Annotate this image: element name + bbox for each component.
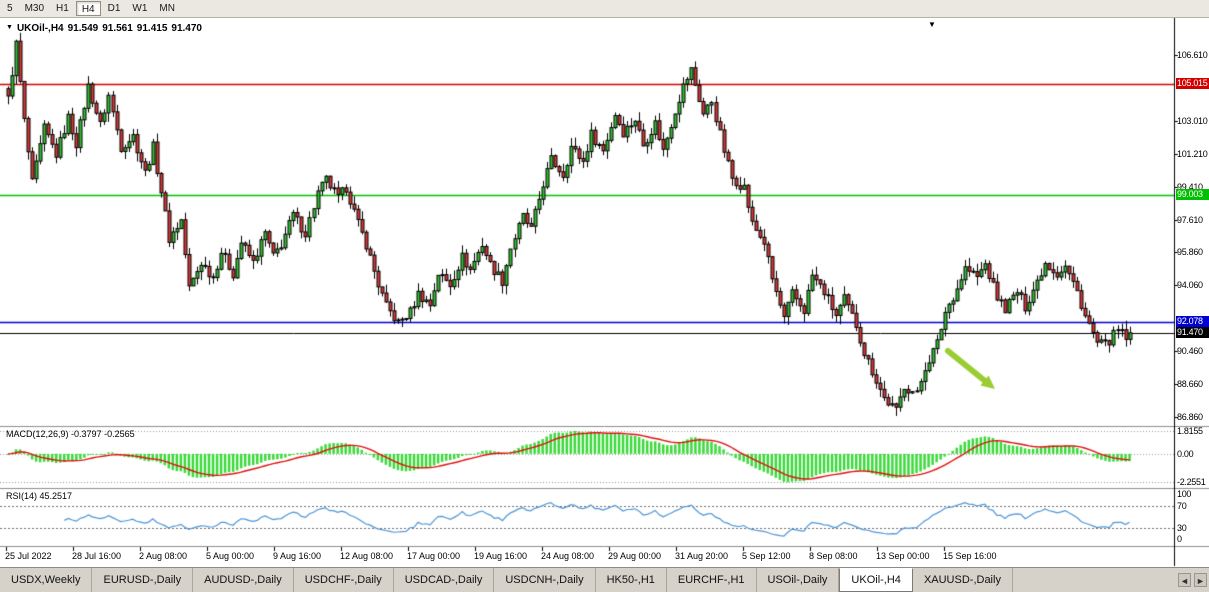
price-line-badge: 91.470 [1176,326,1209,338]
price-axis-label: 95.860 [1177,247,1203,258]
rsi-axis-label: 70 [1177,501,1187,512]
rsi-indicator-label: RSI(14) 45.2517 [6,491,72,501]
macd-indicator-label: MACD(12,26,9) -0.3797 -0.2565 [6,429,135,439]
ohlc-high: 91.561 [102,23,133,34]
time-axis-label: 24 Aug 08:00 [541,551,595,561]
tab-scroll-controls: ◄ ► [1178,573,1207,587]
timeframe-button-d1[interactable]: D1 [107,3,121,14]
symbol-dropdown-icon[interactable]: ▼ [6,24,13,31]
ohlc-open: 91.549 [67,23,99,34]
tab-usdcad-daily[interactable]: USDCAD-,Daily [394,568,495,592]
price-line-badge: 99.003 [1176,188,1209,200]
timeframe-button-w1[interactable]: W1 [132,3,148,14]
chart-canvas[interactable] [0,18,1209,567]
price-axis[interactable]: 106.610 103.010 101.210 99.410 97.610 95.860 9… [1176,0,1209,592]
timeframe-button-h1[interactable]: H1 [56,3,69,14]
time-axis-label: 28 Jul 16:00 [72,551,122,561]
macd-name: MACD(12,26,9) [6,429,69,439]
timeframe-button-h4[interactable]: H4 [75,1,101,16]
tab-usdcnh-daily[interactable]: USDCNH-,Daily [494,568,596,592]
chart-symbol-label: UKOil-,H4 [16,23,64,34]
tab-usoil-daily[interactable]: USOil-,Daily [757,568,840,592]
ohlc-close: 91.470 [171,23,202,34]
time-axis-label: 9 Aug 16:00 [273,551,322,561]
time-axis-label: 13 Sep 00:00 [876,551,930,561]
tab-xauusd-daily[interactable]: XAUUSD-,Daily [913,568,1013,592]
tab-hk50-h1[interactable]: HK50-,H1 [596,568,667,592]
tab-usdx-weekly[interactable]: USDX,Weekly [0,568,93,592]
price-axis-label: 94.060 [1177,280,1203,291]
macd-values: -0.3797 -0.2565 [71,429,135,439]
ohlc-low: 91.415 [136,23,168,34]
timeframe-button-mn[interactable]: MN [159,3,175,14]
price-axis-label: 106.610 [1177,50,1208,60]
macd-axis-label: 0.00 [1177,448,1194,459]
timeframe-button-5[interactable]: 5 [7,3,13,14]
time-axis-label: 15 Sep 16:00 [943,551,997,561]
time-axis-label: 31 Aug 20:00 [675,551,729,561]
price-axis-label: 90.460 [1177,346,1203,357]
time-axis-label: 5 Aug 00:00 [206,551,255,561]
timeframe-button-m30[interactable]: M30 [24,3,45,14]
rsi-axis-label: 30 [1177,522,1187,533]
time-axis-label: 12 Aug 08:00 [340,551,394,561]
rsi-value: 45.2517 [39,491,73,501]
price-axis-label: 86.860 [1177,412,1203,423]
time-axis-label: 8 Sep 08:00 [809,551,858,561]
tab-eurusd-daily[interactable]: EURUSD-,Daily [92,568,194,592]
time-axis-label: 29 Aug 00:00 [608,551,662,561]
tab-eurchf-h1[interactable]: EURCHF-,H1 [667,568,757,592]
rsi-axis-label: 100 [1177,489,1192,499]
price-axis-label: 99.410 [1177,182,1203,193]
tabs-scroll-left-icon[interactable]: ◄ [1178,573,1191,587]
price-line-badge: 92.078 [1176,315,1209,327]
price-line-badge: 105.015 [1176,78,1209,90]
price-axis-label: 103.010 [1177,116,1208,127]
symbol-tab-bar: USDX,Weekly EURUSD-,Daily AUDUSD-,Daily USD… [0,567,1209,592]
price-axis-label: 97.610 [1177,215,1203,226]
symbol-tabs: USDX,Weekly EURUSD-,Daily AUDUSD-,Daily USD… [0,568,1013,592]
macd-axis-label: 1.8155 [1177,425,1203,436]
time-axis-label: 19 Aug 16:00 [474,551,528,561]
tab-usdchf-daily[interactable]: USDCHF-,Daily [294,568,394,592]
time-axis[interactable]: 25 Jul 2022 28 Jul 16:00 2 Aug 08:00 5 Aug … [0,547,1176,566]
time-axis-label: 25 Jul 2022 [5,551,52,561]
tab-ukoil-h4[interactable]: UKOil-,H4 [839,568,913,592]
time-axis-label: 5 Sep 12:00 [742,551,791,561]
price-axis-label: 101.210 [1177,149,1208,160]
chart-shift-marker[interactable]: ▼ [928,20,936,29]
time-axis-label: 17 Aug 00:00 [407,551,461,561]
rsi-axis-label: 0 [1177,534,1182,544]
timeframe-toolbar: 5 M30 H1 H4 D1 W1 MN [0,0,1209,18]
time-axis-label: 2 Aug 08:00 [139,551,188,561]
rsi-name: RSI(14) [6,491,38,501]
price-axis-label: 88.660 [1177,379,1203,390]
macd-axis-label: -2.2551 [1177,477,1206,488]
chart-title: ▼ UKOil-,H4 91.549 91.561 91.415 91.470 [6,23,202,34]
tabs-scroll-right-icon[interactable]: ► [1194,573,1207,587]
tab-audusd-daily[interactable]: AUDUSD-,Daily [193,568,294,592]
